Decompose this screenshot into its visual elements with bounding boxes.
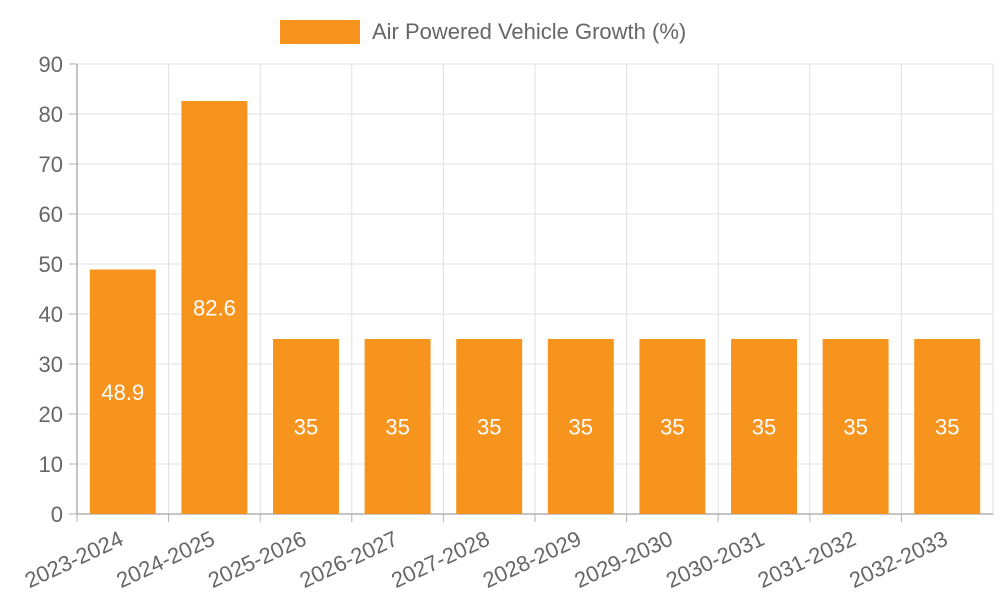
x-tick-label: 2026-2027 [296, 526, 402, 593]
y-tick-label: 0 [51, 502, 63, 527]
bar[interactable] [456, 339, 523, 514]
y-tick-label: 80 [39, 102, 63, 127]
data-label: 35 [660, 415, 684, 440]
bars [89, 101, 981, 515]
bar[interactable] [181, 101, 248, 514]
data-label: 35 [477, 415, 501, 440]
x-tick-label: 2023-2024 [21, 526, 127, 593]
x-tick-label: 2025-2026 [204, 526, 310, 593]
bar[interactable] [364, 339, 431, 514]
data-label: 35 [294, 415, 318, 440]
y-tick-label: 10 [39, 452, 63, 477]
data-labels: 48.9 82.6 35 35 35 35 35 35 35 35 [101, 296, 959, 440]
x-tick-label: 2030-2031 [662, 526, 768, 593]
bar[interactable] [89, 269, 156, 515]
bar[interactable] [547, 339, 614, 514]
y-tick-label: 90 [39, 52, 63, 77]
data-label: 35 [569, 415, 593, 440]
bar[interactable] [914, 339, 981, 514]
y-axis-ticks: 0 10 20 30 40 50 60 70 80 90 [39, 52, 77, 527]
bar[interactable] [273, 339, 339, 514]
bar[interactable] [639, 339, 706, 514]
data-label: 82.6 [193, 296, 236, 321]
y-tick-label: 40 [39, 302, 63, 327]
data-label: 35 [385, 415, 409, 440]
x-tick-label: 2027-2028 [387, 526, 493, 593]
bar[interactable] [822, 339, 889, 514]
y-tick-label: 30 [39, 352, 63, 377]
y-tick-label: 50 [39, 252, 63, 277]
y-tick-label: 20 [39, 402, 63, 427]
data-label: 35 [752, 415, 776, 440]
data-label: 48.9 [101, 380, 144, 405]
data-label: 35 [843, 415, 867, 440]
legend[interactable]: Air Powered Vehicle Growth (%) [280, 19, 686, 44]
x-tick-label: 2029-2030 [571, 526, 677, 593]
bar[interactable] [731, 339, 797, 514]
legend-swatch [280, 20, 360, 44]
x-tick-label: 2032-2033 [845, 526, 951, 593]
x-tick-label: 2024-2025 [113, 526, 219, 593]
x-tick-label: 2031-2032 [754, 526, 860, 593]
x-tick-label: 2028-2029 [479, 526, 585, 593]
data-label: 35 [935, 415, 959, 440]
legend-label: Air Powered Vehicle Growth (%) [372, 19, 686, 44]
y-tick-label: 70 [39, 152, 63, 177]
x-axis-ticks: 2023-20242024-20252025-20262026-20272027… [21, 514, 951, 593]
y-tick-label: 60 [39, 202, 63, 227]
